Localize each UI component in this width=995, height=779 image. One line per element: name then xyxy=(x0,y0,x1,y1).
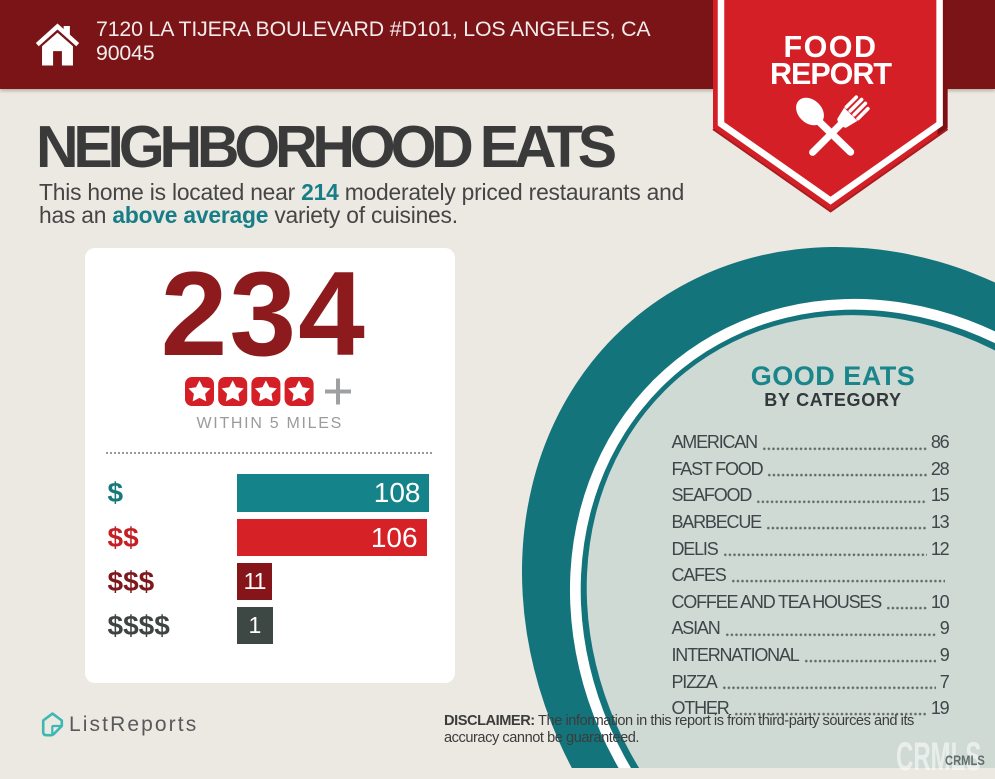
svg-text:FOOD: FOOD xyxy=(783,30,877,64)
svg-text:REPORT: REPORT xyxy=(770,57,892,91)
